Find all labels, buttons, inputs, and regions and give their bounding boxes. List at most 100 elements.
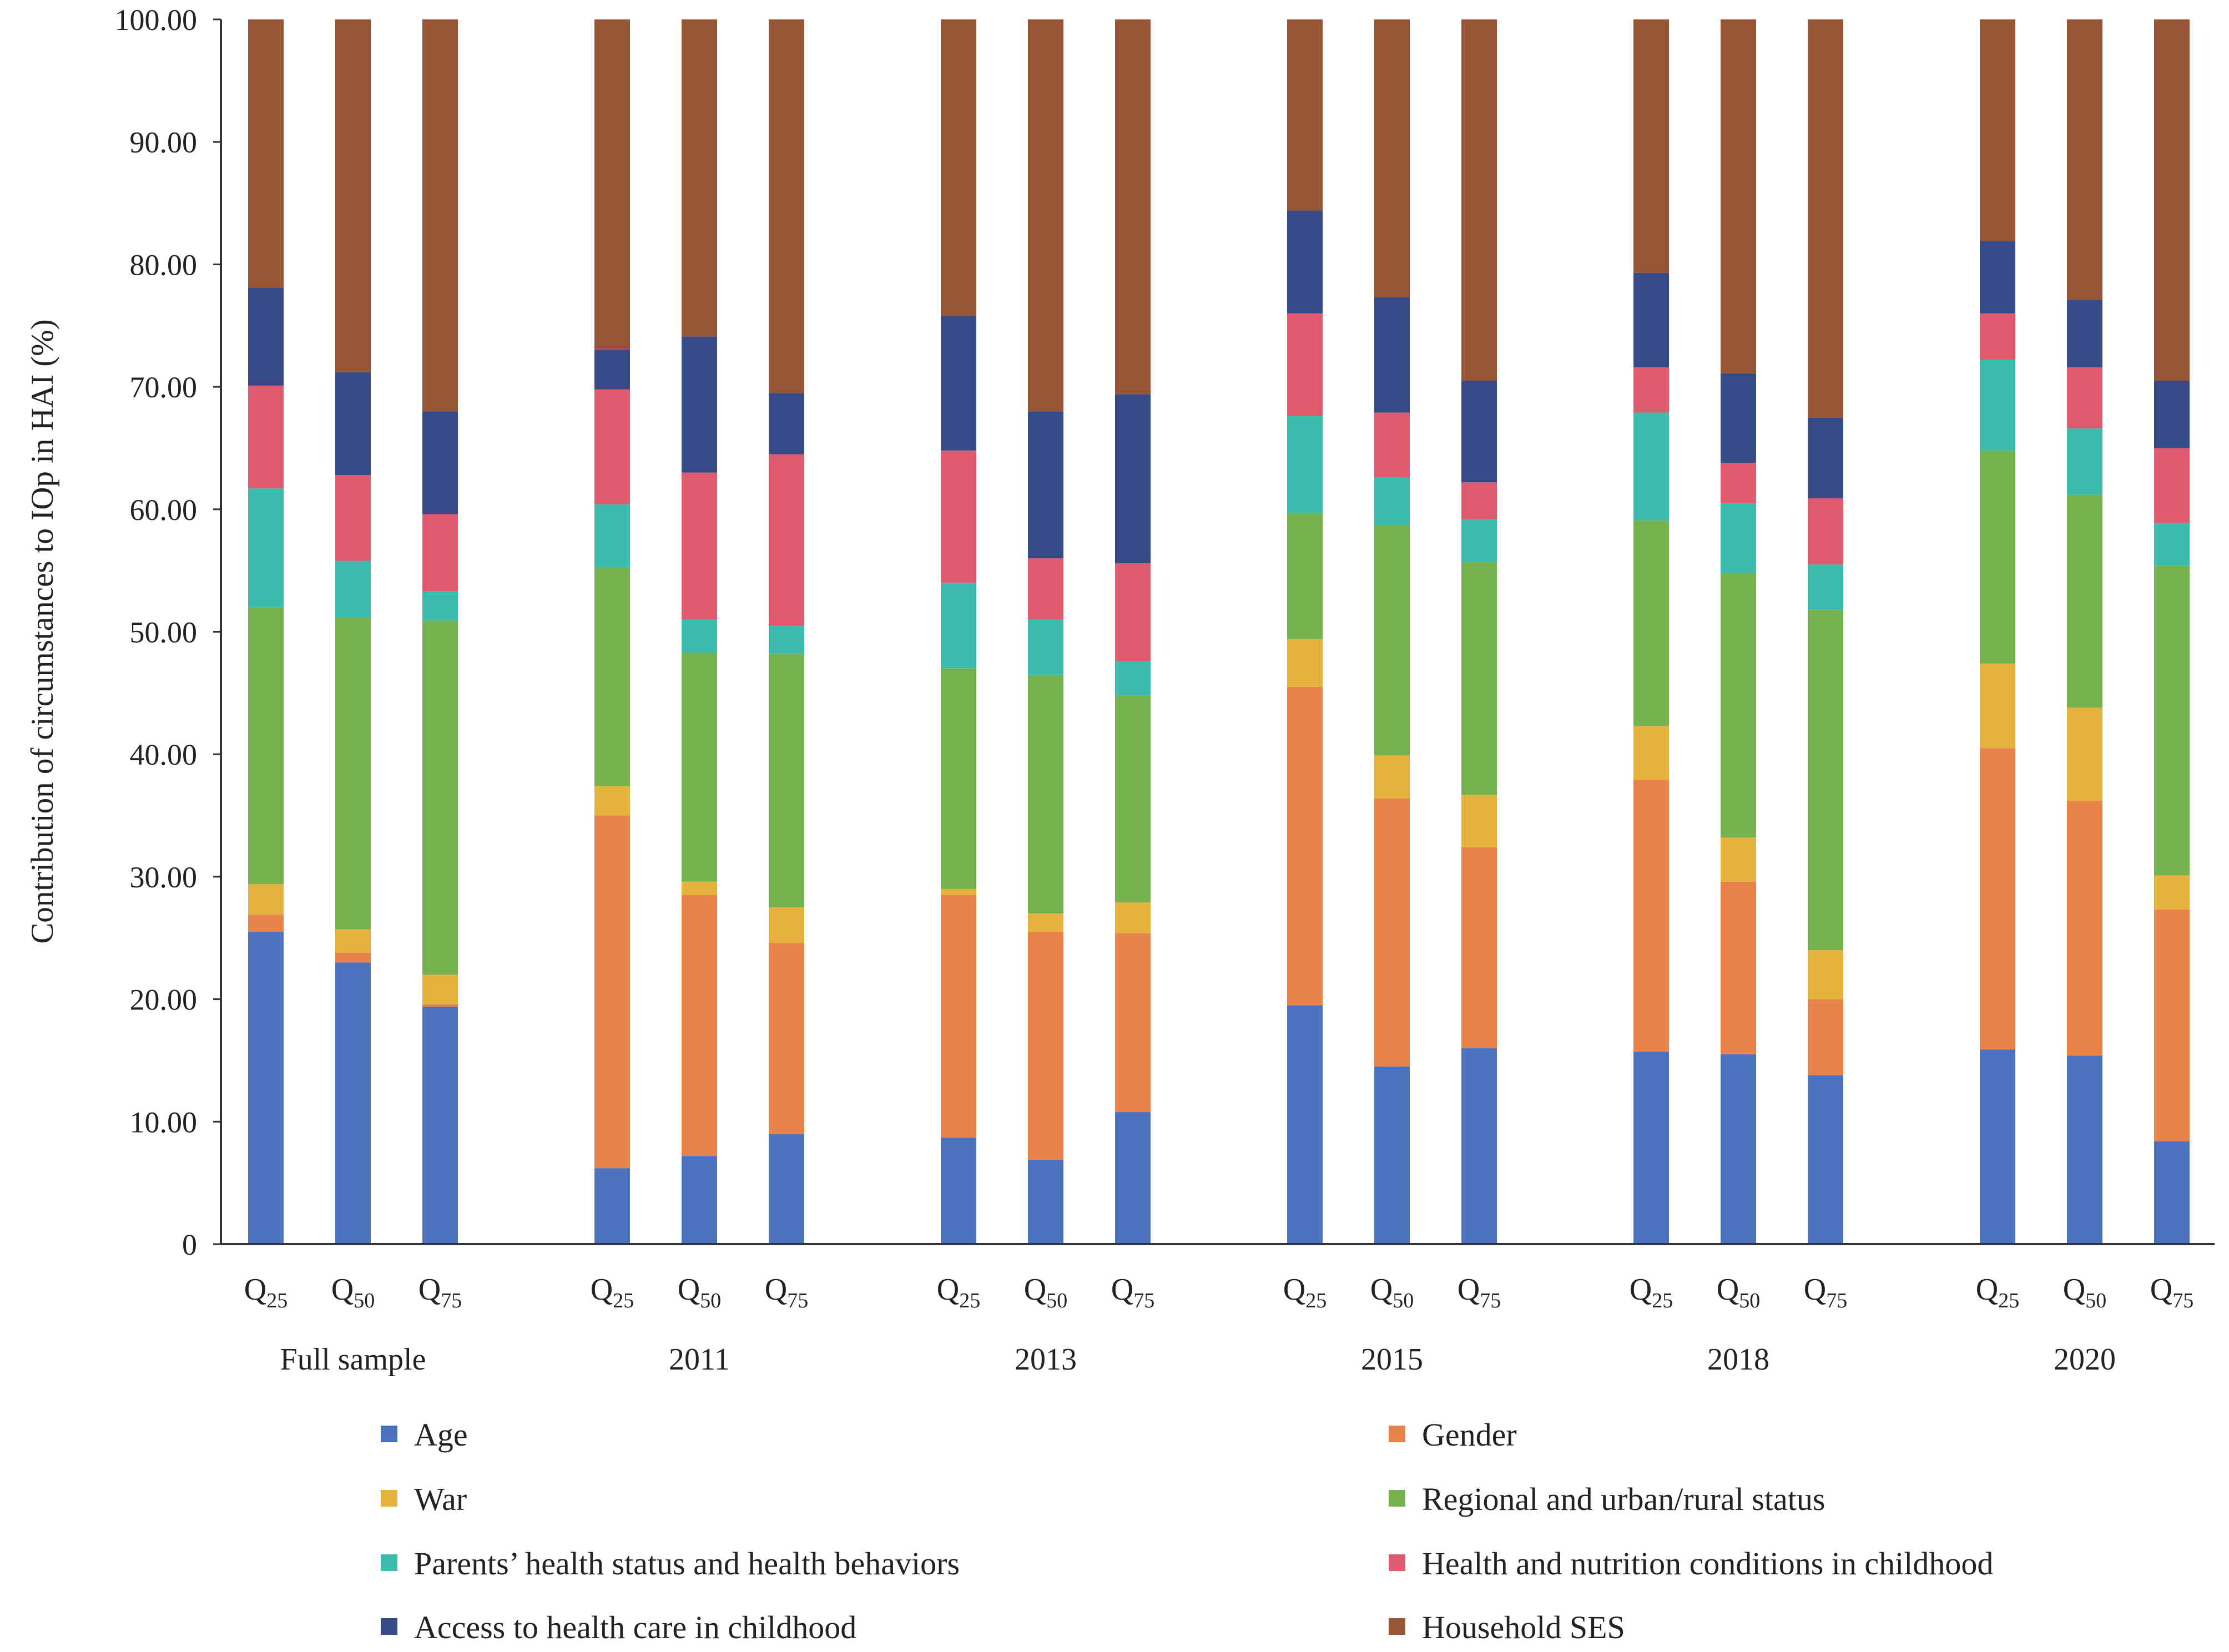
bar-segment [1374, 19, 1410, 297]
bar-segment [1287, 639, 1323, 687]
quantile-label: Q75 [2150, 1272, 2193, 1312]
bar-segment [335, 475, 371, 561]
bar-segment [2154, 523, 2190, 566]
legend-swatch [381, 1618, 397, 1635]
bar-segment [248, 915, 284, 932]
bar-segment [2067, 801, 2102, 1056]
y-tick-label: 90.00 [130, 126, 198, 159]
quantile-label: Q75 [765, 1272, 808, 1312]
legend-label: Gender [1422, 1417, 1517, 1453]
bar-segment [1633, 272, 1669, 367]
bar-segment [1374, 525, 1410, 756]
bar-segment [1028, 913, 1063, 932]
bar-segment [1287, 19, 1323, 211]
bar-segment [1721, 837, 1756, 882]
bar-segment [248, 287, 284, 386]
group-label: 2018 [1707, 1342, 1769, 1377]
bar-segment [1461, 19, 1497, 381]
bar-segment [2154, 448, 2190, 523]
bar-segment [941, 19, 976, 316]
bar-segment [2067, 494, 2102, 708]
bar-segment [594, 19, 630, 350]
quantile-label: Q75 [1458, 1272, 1501, 1312]
quantile-label: Q25 [1630, 1272, 1673, 1312]
bar-segment [2067, 300, 2102, 367]
legend: Age Gender War Regional and urban/rural sta… [381, 1417, 1993, 1645]
legend-swatch [381, 1554, 397, 1571]
bar-segment [248, 884, 284, 915]
group-label: Full sample [280, 1342, 426, 1377]
bar-segment [422, 411, 458, 514]
quantile-label: Q25 [591, 1272, 634, 1312]
group-label: 2020 [2054, 1342, 2116, 1377]
quantile-label: Q25 [1976, 1272, 2019, 1312]
bar-segment [1808, 564, 1843, 610]
bar-segment [769, 19, 804, 393]
bar-segment [1633, 412, 1669, 521]
bar-segment [422, 1006, 458, 1244]
bar-segment [1633, 19, 1669, 273]
quantile-label: Q50 [331, 1272, 375, 1312]
quantile-label: Q50 [1370, 1272, 1414, 1312]
y-tick-label: 0 [182, 1228, 197, 1261]
bar-segment [2154, 875, 2190, 910]
bar-segment [1028, 674, 1063, 914]
bar-segment [941, 583, 976, 669]
legend-label: Age [414, 1417, 468, 1453]
bar-segment [248, 932, 284, 1244]
bar-segment [769, 943, 804, 1134]
legend-swatch [1389, 1426, 1405, 1442]
quantile-label: Q25 [244, 1272, 288, 1312]
bar-segment [594, 786, 630, 816]
bar-segment [682, 19, 717, 337]
group-label: 2015 [1361, 1342, 1423, 1377]
bar-segment [1980, 663, 2015, 749]
bar-segment [1721, 19, 1756, 373]
bar-segment [1115, 394, 1151, 563]
bar-segment [2154, 381, 2190, 448]
bar-segment [1287, 513, 1323, 639]
bar-segment [1633, 367, 1669, 413]
bar-segment [941, 888, 976, 896]
bar-segment [1028, 411, 1063, 559]
bar-segment [1808, 498, 1843, 565]
legend-swatch [381, 1490, 397, 1507]
bar-segment [1028, 558, 1063, 620]
bar-segment [682, 1156, 717, 1244]
bar-segment [1980, 748, 2015, 1050]
bar-segment [1028, 619, 1063, 675]
bar-segment [335, 962, 371, 1244]
legend-swatch [1389, 1618, 1405, 1635]
bar-segment [1808, 609, 1843, 951]
y-tick-label: 10.00 [130, 1105, 198, 1139]
y-tick-label: 40.00 [130, 738, 198, 771]
legend-label: Health and nutrition conditions in child… [1422, 1545, 1993, 1582]
bar-segment [1808, 950, 1843, 999]
legend-swatch [381, 1426, 397, 1442]
bar-segment [1808, 1075, 1843, 1244]
bar-segment [2067, 428, 2102, 495]
bar-segment [594, 568, 630, 786]
bar-segment [1980, 450, 2015, 664]
quantile-label: Q50 [1717, 1272, 1760, 1312]
bar-segment [594, 389, 630, 504]
bar-segment [1115, 661, 1151, 696]
bar-segment [769, 625, 804, 654]
y-tick-label: 30.00 [130, 861, 198, 894]
bar-segment [1374, 477, 1410, 526]
bar-segment [1980, 1049, 2015, 1244]
bar-segment [422, 1004, 458, 1007]
legend-label: Access to health care in childhood [414, 1609, 856, 1645]
bar-segment [1808, 999, 1843, 1075]
bar-segment [422, 514, 458, 592]
group-label: 2011 [669, 1342, 730, 1377]
bar-segment [1633, 726, 1669, 780]
bar-segment [422, 591, 458, 621]
bar-segment [941, 450, 976, 583]
bar-segment [1374, 297, 1410, 413]
bar-segment [2067, 1055, 2102, 1244]
bar-segment [2067, 708, 2102, 801]
bar-segment [1461, 519, 1497, 562]
quantile-label: Q50 [1024, 1272, 1067, 1312]
bar-segment [1287, 1005, 1323, 1244]
